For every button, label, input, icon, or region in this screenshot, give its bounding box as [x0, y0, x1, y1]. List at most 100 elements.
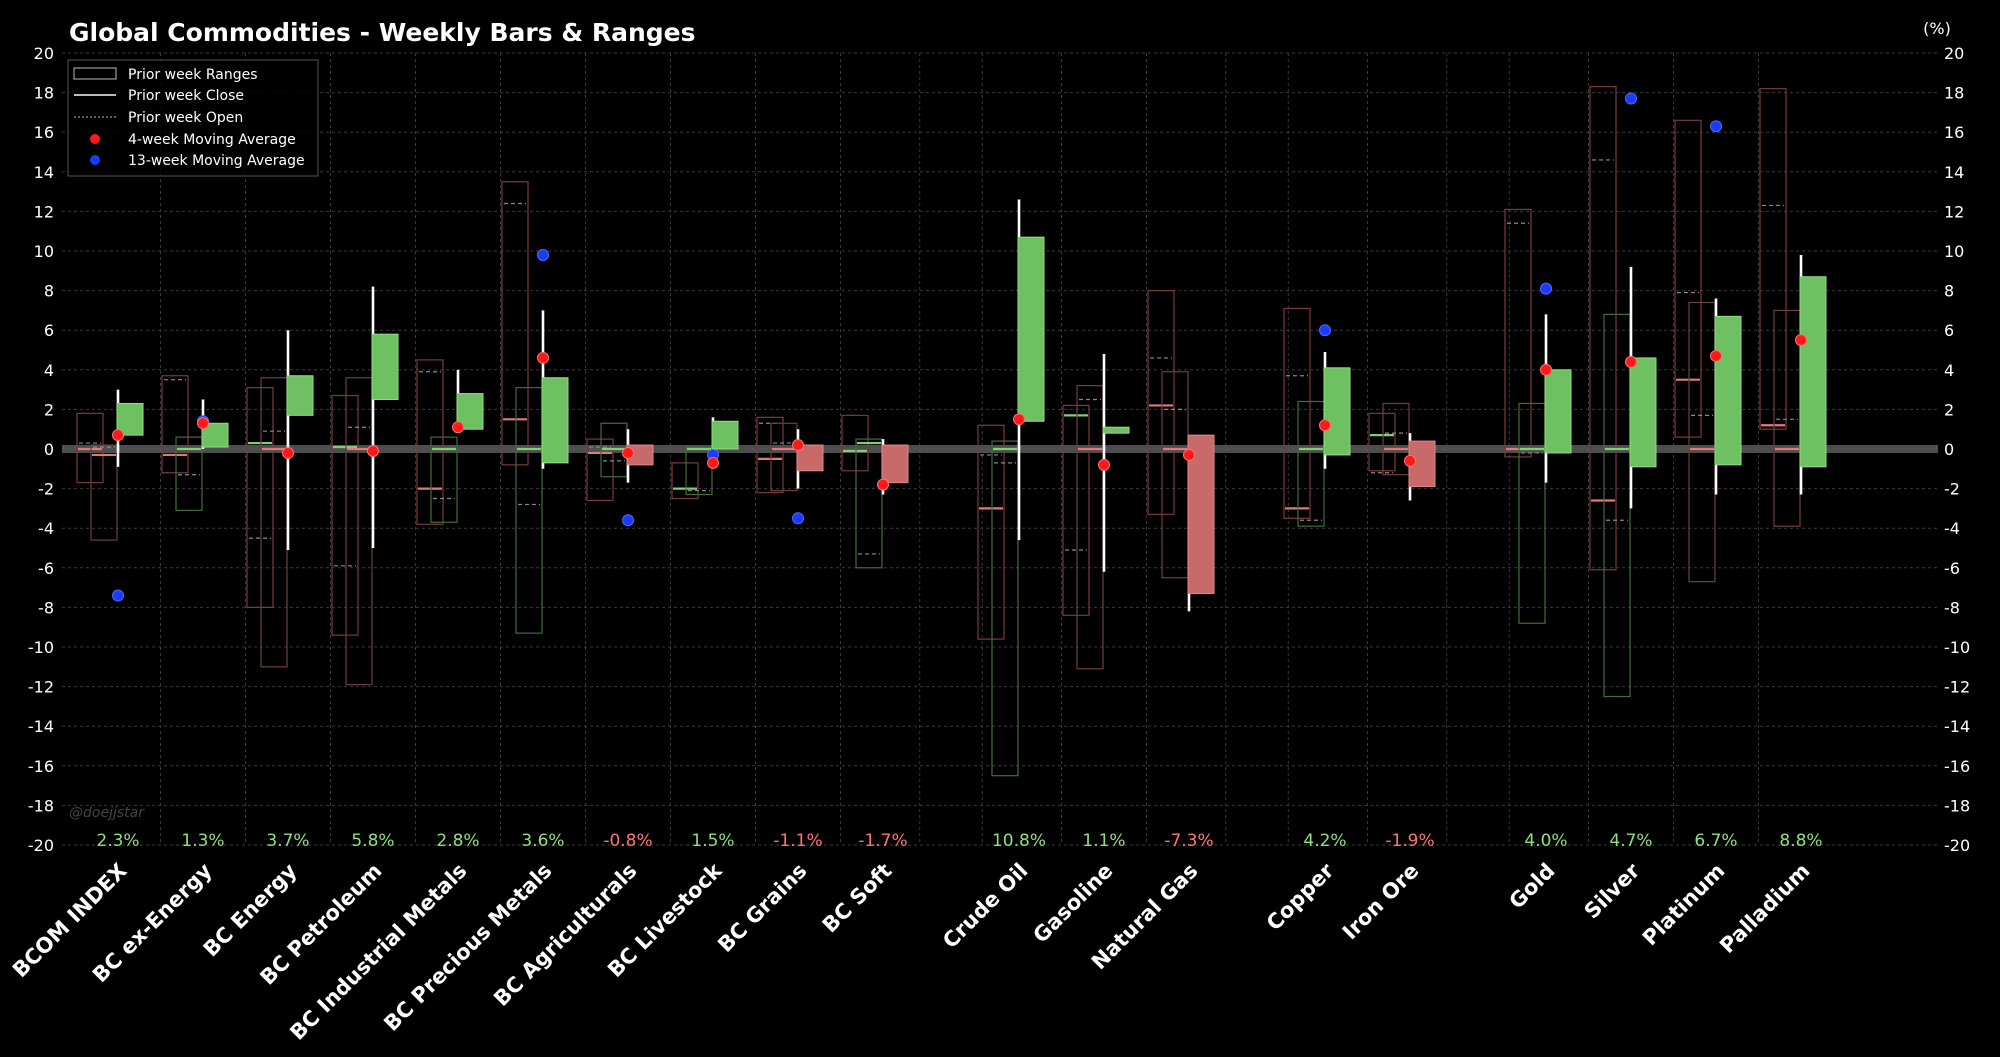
prior-week-range-2 — [770, 422, 798, 492]
ma4-marker — [282, 446, 294, 459]
prior-week-range-2 — [685, 446, 713, 496]
y-tick-label-right: -20 — [1944, 836, 1970, 855]
prior-week-range-2 — [260, 377, 288, 668]
candle-body — [711, 420, 739, 450]
candle-body — [1629, 357, 1657, 468]
y-tick-label-right: -14 — [1944, 717, 1970, 736]
y-tick-label-left: -18 — [28, 796, 54, 815]
y-tick-label-left: 0 — [44, 440, 54, 459]
ma4-marker — [1183, 448, 1195, 461]
legend-swatch-ranges — [73, 67, 117, 80]
candle-body — [1544, 369, 1572, 454]
legend-label-open: Prior week Open — [128, 110, 243, 126]
legend-label-ma4: 4-week Moving Average — [128, 132, 296, 148]
change-percent-label: 8.8% — [1779, 831, 1822, 851]
legend-label-close: Prior week Close — [128, 88, 244, 104]
category-label: Copper — [1262, 858, 1339, 935]
y-tick-label-left: 18 — [34, 84, 54, 103]
change-percent-label: 6.7% — [1694, 831, 1737, 851]
ma13-marker — [1710, 120, 1722, 133]
ma4-marker — [1795, 334, 1807, 347]
ma13-marker — [537, 248, 549, 261]
y-tick-label-left: -16 — [28, 757, 54, 776]
y-tick-label-left: 14 — [34, 163, 54, 182]
ma13-marker — [1625, 92, 1637, 105]
prior-week-range-1 — [161, 375, 189, 474]
y-tick-label-right: 6 — [1944, 321, 1954, 340]
category-label: Iron Ore — [1338, 859, 1424, 945]
change-percent-label: 3.7% — [266, 831, 309, 851]
ma4-marker — [1710, 349, 1722, 362]
y-tick-label-left: 8 — [44, 282, 54, 301]
y-tick-label-right: 12 — [1944, 202, 1964, 221]
prior-week-range-1 — [1062, 404, 1090, 616]
ma4-marker — [112, 429, 124, 442]
category-label: Palladium — [1715, 859, 1814, 958]
ma4-marker — [622, 446, 634, 459]
legend-label-ranges: Prior week Ranges — [128, 67, 258, 83]
prior-week-range-2 — [515, 387, 543, 634]
candle-body — [1187, 434, 1215, 595]
y-tick-label-right: 8 — [1944, 282, 1954, 301]
change-percent-label: 10.8% — [992, 831, 1046, 851]
change-percent-label: 2.8% — [436, 831, 479, 851]
legend-marker-ma13 — [90, 155, 100, 165]
candle-body — [796, 444, 824, 472]
category-label: BC Grains — [713, 859, 811, 957]
y-tick-label-right: 18 — [1944, 84, 1964, 103]
ma4-marker — [707, 456, 719, 469]
category-label: Platinum — [1638, 859, 1730, 951]
y-tick-label-right: -12 — [1944, 678, 1970, 697]
legend: Prior week Ranges Prior week Close Prior… — [67, 59, 319, 177]
y-tick-label-right: 20 — [1944, 44, 1964, 63]
y-tick-label-right: -8 — [1944, 598, 1960, 617]
change-percent-label: 4.0% — [1524, 831, 1567, 851]
candle-body — [881, 444, 909, 484]
ma13-marker — [1540, 282, 1552, 295]
y-tick-label-right: -18 — [1944, 796, 1970, 815]
candle-body — [1799, 276, 1827, 468]
y-tick-label-left: 4 — [44, 361, 54, 380]
prior-week-range-1 — [501, 181, 529, 466]
change-percent-label: -1.9% — [1385, 831, 1434, 851]
y-tick-label-left: -20 — [28, 836, 54, 855]
ma4-marker — [792, 439, 804, 452]
y-tick-label-left: -6 — [38, 559, 54, 578]
category-label: Crude Oil — [938, 859, 1032, 953]
prior-week-range-1 — [1283, 307, 1311, 519]
prior-week-range-1 — [1147, 290, 1175, 515]
prior-week-range-2 — [1603, 313, 1631, 698]
y-tick-label-right: -10 — [1944, 638, 1970, 657]
candle-body — [116, 402, 144, 436]
prior-week-range-1 — [416, 359, 444, 525]
candle-body — [1017, 236, 1045, 422]
prior-week-range-2 — [175, 436, 203, 511]
y-tick-label-right: 14 — [1944, 163, 1964, 182]
category-label: BC Agriculturals — [489, 859, 641, 1011]
candle-body — [1323, 367, 1351, 456]
change-percent-label: 1.5% — [691, 831, 734, 851]
y-tick-label-left: -2 — [38, 480, 54, 499]
y-tick-label-right: -16 — [1944, 757, 1970, 776]
prior-week-range-1 — [756, 416, 784, 494]
candle-body — [286, 375, 314, 416]
ma4-marker — [367, 444, 379, 457]
candle-body — [1102, 426, 1130, 434]
prior-week-range-1 — [1504, 208, 1532, 458]
y-tick-label-right: -4 — [1944, 519, 1960, 538]
y-tick-label-right: 10 — [1944, 242, 1964, 261]
prior-week-range-1 — [671, 462, 699, 500]
y-tick-label-left: 20 — [34, 44, 54, 63]
category-label: BC Soft — [818, 859, 897, 938]
change-percent-label: 2.3% — [96, 831, 139, 851]
y-tick-label-right: 16 — [1944, 123, 1964, 142]
prior-ranges-layer — [76, 86, 1801, 777]
category-label: Gasoline — [1028, 859, 1117, 948]
prior-week-range-2 — [345, 377, 373, 686]
change-percent-label: 1.1% — [1082, 831, 1125, 851]
change-percent-label: 4.2% — [1303, 831, 1346, 851]
prior-week-range-2 — [1518, 402, 1546, 624]
axis-layer: -20 -20-18 -18-16 -16-14 -14-12 -12-10 -10-8 -8… — [28, 44, 1970, 855]
prior-week-range-2 — [991, 440, 1019, 777]
